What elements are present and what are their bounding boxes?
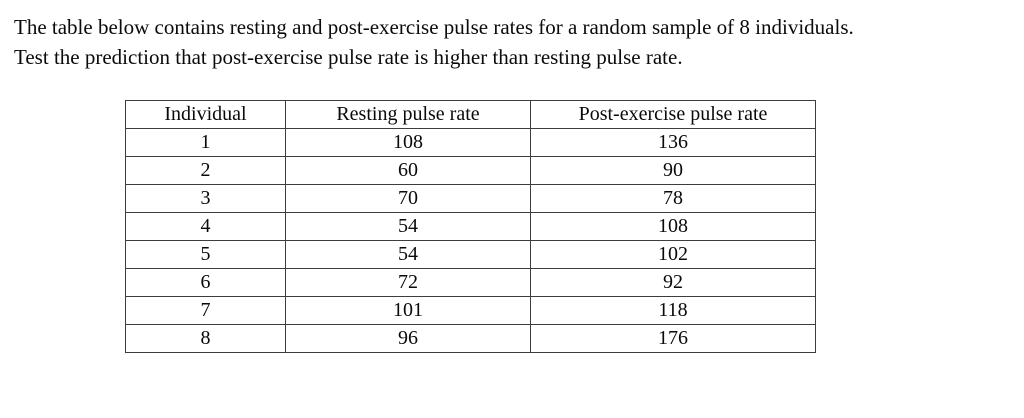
- table-row: 5 54 102: [125, 240, 816, 269]
- cell-post-exercise: 136: [530, 128, 816, 157]
- cell-resting: 96: [285, 324, 531, 353]
- cell-individual: 8: [125, 324, 286, 353]
- cell-post-exercise: 176: [530, 324, 816, 353]
- cell-resting: 101: [285, 296, 531, 325]
- table-row: 3 70 78: [125, 184, 816, 213]
- cell-individual: 1: [125, 128, 286, 157]
- pulse-rate-table: Individual Resting pulse rate Post-exerc…: [125, 100, 816, 353]
- cell-post-exercise: 90: [530, 156, 816, 185]
- problem-statement: The table below contains resting and pos…: [14, 12, 1014, 72]
- cell-resting: 70: [285, 184, 531, 213]
- cell-individual: 6: [125, 268, 286, 297]
- table-header-row: Individual Resting pulse rate Post-exerc…: [125, 100, 816, 129]
- table-row: 1 108 136: [125, 128, 816, 157]
- cell-individual: 4: [125, 212, 286, 241]
- cell-individual: 7: [125, 296, 286, 325]
- cell-post-exercise: 78: [530, 184, 816, 213]
- cell-individual: 2: [125, 156, 286, 185]
- cell-resting: 54: [285, 240, 531, 269]
- cell-post-exercise: 102: [530, 240, 816, 269]
- column-header-post-exercise: Post-exercise pulse rate: [530, 100, 816, 129]
- cell-individual: 3: [125, 184, 286, 213]
- cell-post-exercise: 108: [530, 212, 816, 241]
- cell-post-exercise: 118: [530, 296, 816, 325]
- cell-resting: 54: [285, 212, 531, 241]
- table-row: 4 54 108: [125, 212, 816, 241]
- column-header-individual: Individual: [125, 100, 286, 129]
- table-row: 8 96 176: [125, 324, 816, 353]
- problem-statement-line-2: Test the prediction that post-exercise p…: [14, 45, 683, 69]
- cell-resting: 72: [285, 268, 531, 297]
- problem-statement-line-1: The table below contains resting and pos…: [14, 15, 854, 39]
- cell-post-exercise: 92: [530, 268, 816, 297]
- table-row: 7 101 118: [125, 296, 816, 325]
- cell-individual: 5: [125, 240, 286, 269]
- cell-resting: 60: [285, 156, 531, 185]
- cell-resting: 108: [285, 128, 531, 157]
- column-header-resting: Resting pulse rate: [285, 100, 531, 129]
- table-row: 2 60 90: [125, 156, 816, 185]
- table-row: 6 72 92: [125, 268, 816, 297]
